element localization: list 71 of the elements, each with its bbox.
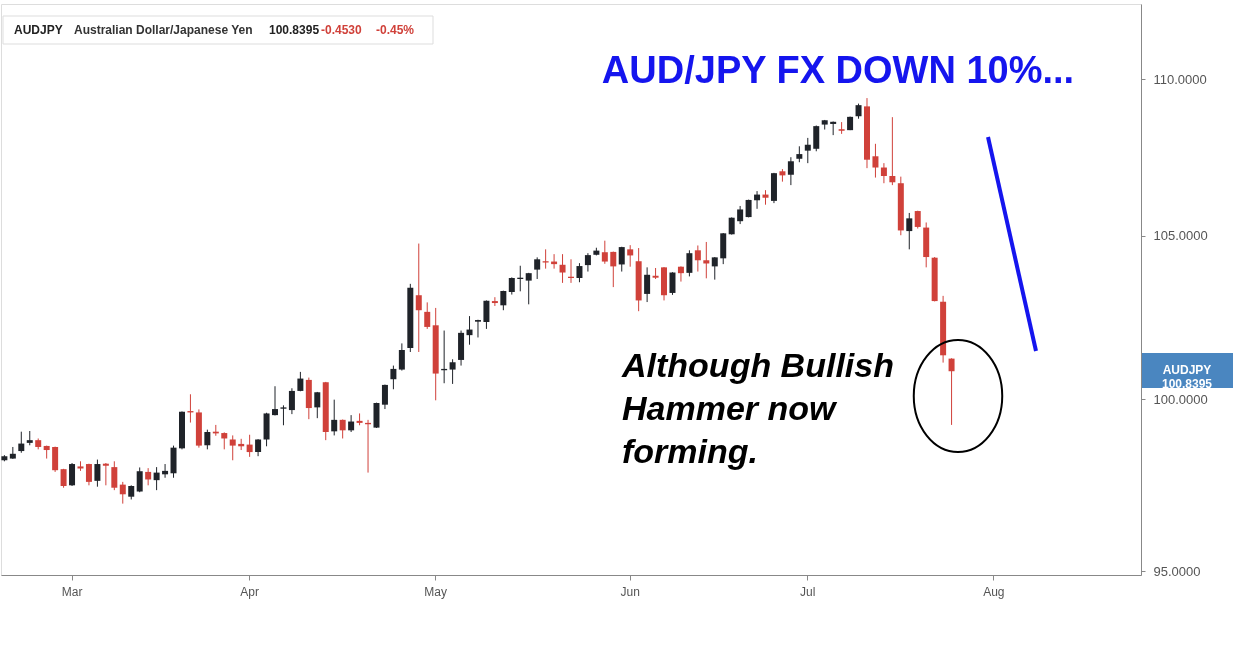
text: AUDJPY [14, 23, 63, 37]
x-tick-label: Jun [620, 584, 640, 599]
candlestick [889, 116, 896, 186]
candlestick [483, 299, 490, 330]
candlestick [813, 125, 820, 152]
candlestick [348, 414, 355, 433]
y-tick-label: 100.0000 [1153, 391, 1208, 407]
candlestick [669, 271, 676, 296]
candlestick [449, 358, 456, 385]
candlestick [737, 205, 744, 225]
x-tick-label: Mar [61, 584, 83, 599]
x-tick-label: Jul [800, 584, 816, 599]
annotation: AUD/JPY FX DOWN 10%... [601, 49, 1075, 91]
x-tick-label: May [424, 584, 448, 599]
text: Australian Dollar/Japanese Yen [74, 23, 253, 37]
candlestick [415, 243, 422, 353]
candlestick [331, 399, 338, 436]
candlestick [280, 404, 287, 426]
candlestick [804, 137, 811, 164]
y-tick-label: 95.0000 [1153, 563, 1201, 579]
candlestick [880, 162, 887, 184]
candlestick [644, 266, 651, 303]
annotation: 100.8395 [269, 23, 320, 37]
candlestick [52, 446, 59, 473]
candlestick [272, 385, 279, 416]
x-tick-label: Aug [983, 584, 1005, 599]
candlestick [398, 342, 405, 372]
candlestick [204, 429, 211, 450]
candlestick [576, 262, 583, 283]
candlestick [686, 249, 693, 277]
candlestick [703, 241, 710, 279]
candlestick [787, 156, 794, 186]
candlestick [288, 387, 295, 415]
annotation: Although Bullish Hammer now forming. [621, 346, 894, 470]
candlestick [872, 143, 879, 179]
candlestick [111, 460, 118, 491]
candlestick [18, 431, 25, 454]
candlestick [694, 244, 701, 273]
candlestick [525, 272, 532, 305]
annotation: -0.4530 [321, 23, 363, 37]
candlestick [69, 462, 76, 487]
candlestick [906, 212, 913, 250]
candlestick [246, 434, 253, 458]
candlestick [627, 244, 634, 268]
candlestick [136, 466, 143, 493]
candlestick [153, 466, 160, 491]
y-tick-label: 110.0000 [1153, 71, 1207, 87]
candlestick [534, 256, 541, 280]
candlestick [618, 246, 625, 273]
candlestick [119, 481, 126, 505]
candlestick [314, 391, 321, 419]
candlestick [474, 319, 481, 338]
candlestick [542, 248, 549, 270]
candlestick [584, 252, 591, 273]
candlestick [559, 253, 566, 284]
candlestick [102, 462, 109, 486]
candlestick [711, 256, 718, 281]
candlestick [229, 434, 236, 461]
candlestick [677, 265, 684, 283]
candlestick [948, 357, 955, 426]
x-tick-label: Apr [240, 584, 259, 599]
candlestick [610, 251, 617, 288]
candlestick [94, 459, 101, 488]
candlestick [601, 240, 608, 265]
y-tick-label: 105.0000 [1153, 228, 1208, 244]
candlestick [381, 384, 388, 410]
candlestick [491, 296, 498, 307]
annotation: -0.45% [376, 23, 415, 37]
candlestick [424, 301, 431, 330]
text: AUDJPY 100.8395 [1161, 363, 1213, 391]
candlestick [390, 365, 397, 390]
